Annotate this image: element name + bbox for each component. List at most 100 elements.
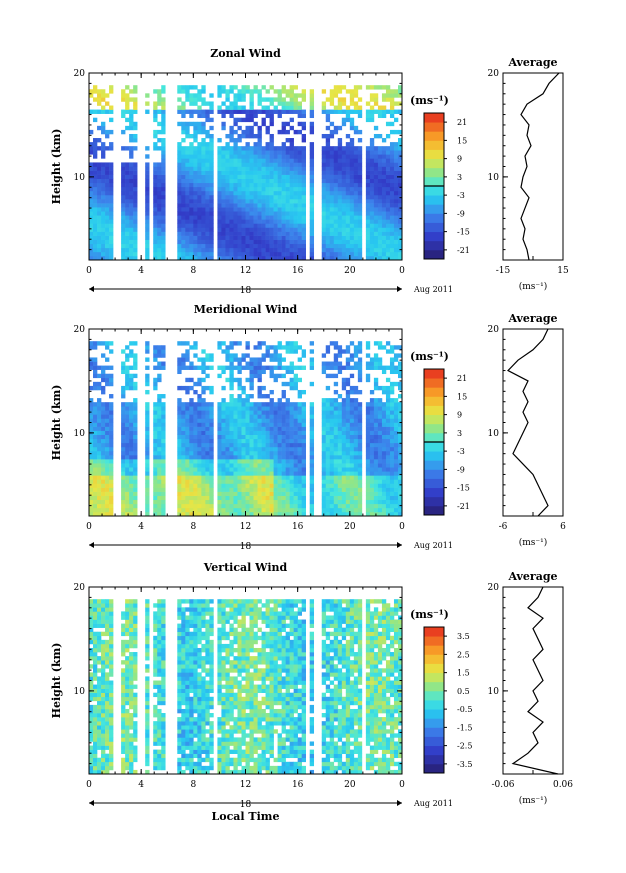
colorbar-segment — [424, 709, 444, 719]
profile-frame — [502, 328, 564, 517]
colorbar-tick-label: -2.5 — [457, 742, 472, 751]
colorbar-tick-label: -15 — [457, 228, 470, 237]
profile-line — [520, 72, 560, 261]
colorbar-segment — [424, 636, 444, 646]
colorbar-frame — [423, 626, 445, 774]
colorbar-tick-label: 3 — [457, 173, 462, 182]
colorbar-segment — [424, 432, 444, 443]
colorbar-tick-label: -21 — [457, 246, 470, 255]
colorbar-segment — [424, 700, 444, 710]
colorbar-segment — [424, 176, 444, 187]
colorbar-tick-label: 0.5 — [457, 687, 470, 696]
colorbar-segment — [424, 158, 444, 169]
colorbar-segment — [424, 645, 444, 655]
colorbar-segment — [424, 763, 444, 774]
profile-y-tick-label: 20 — [488, 325, 500, 335]
colorbar-segment — [424, 718, 444, 728]
profile-title: Average — [507, 312, 557, 325]
profile-x-tick-label: -6 — [499, 522, 508, 532]
colorbar-segment — [424, 690, 444, 701]
x-tick-label: 8 — [190, 522, 196, 532]
day-bar-arrow — [397, 286, 402, 292]
x-tick-label: 20 — [344, 266, 356, 276]
colorbar-unit: (ms⁻¹) — [410, 608, 449, 621]
profile-title: Average — [507, 56, 557, 69]
y-axis-label: Height (km) — [50, 385, 63, 461]
x-tick-label: 16 — [292, 780, 304, 790]
y-tick-label: 10 — [74, 429, 86, 439]
colorbar-segment — [424, 469, 444, 479]
colorbar-tick-label: -3.5 — [457, 760, 472, 769]
colorbar-segment — [424, 195, 444, 205]
colorbar-segment — [424, 487, 444, 498]
colorbar-segment — [424, 122, 444, 132]
colorbar-tick-label: -3 — [457, 191, 465, 200]
profile-x-label: (ms⁻¹) — [519, 795, 548, 806]
colorbar-segment — [424, 423, 444, 434]
colorbar-tick-label: -15 — [457, 484, 470, 493]
y-axis-label: Height (km) — [50, 129, 63, 205]
x-tick-label: 8 — [190, 780, 196, 790]
profile-title: Average — [507, 570, 557, 583]
colorbar-segment — [424, 414, 444, 425]
x-axis-label: Local Time — [212, 810, 280, 823]
day-label: 18 — [240, 800, 252, 810]
colorbar-segment — [424, 213, 444, 223]
colorbar-segment — [424, 140, 444, 150]
colorbar-segment — [424, 754, 444, 765]
colorbar-segment — [424, 654, 444, 664]
panel-title: Meridional Wind — [194, 303, 298, 316]
profile-line — [511, 586, 559, 775]
profile-frame — [502, 72, 564, 261]
colorbar-tick-label: 21 — [457, 118, 467, 127]
x-tick-label: 20 — [344, 522, 356, 532]
profile-x-label: (ms⁻¹) — [519, 537, 548, 548]
colorbar-unit: (ms⁻¹) — [410, 350, 449, 363]
panel-2: Meridional Wind 0 4 8 12 16 20 0 10 20 Height (km)… — [50, 303, 566, 552]
colorbar-tick-label: -1.5 — [457, 723, 472, 732]
colorbar-tick-label: -9 — [457, 209, 465, 218]
day-label: 18 — [240, 286, 252, 296]
day-bar-arrow — [89, 286, 94, 292]
colorbar-segment — [424, 460, 444, 470]
x-tick-label: 16 — [292, 522, 304, 532]
profile-x-tick-label: 6 — [560, 522, 566, 532]
y-tick-label: 10 — [74, 687, 86, 697]
heatmap-field — [89, 85, 403, 261]
colorbar-segment — [424, 231, 444, 242]
heatmap-field — [89, 599, 403, 775]
profile-line — [507, 328, 549, 517]
colorbar-segment — [424, 663, 444, 674]
colorbar-segment — [424, 405, 444, 416]
date-label: Aug 2011 — [413, 799, 453, 808]
profile-x-tick-label: 15 — [557, 266, 569, 276]
colorbar-segment — [424, 113, 444, 123]
x-tick-label: 20 — [344, 780, 356, 790]
x-tick-label: 12 — [240, 522, 251, 532]
colorbar-segment — [424, 149, 444, 160]
profile-x-label: (ms⁻¹) — [519, 281, 548, 292]
x-tick-label: 0 — [399, 522, 405, 532]
day-bar-arrow — [397, 800, 402, 806]
x-tick-label: 0 — [86, 522, 92, 532]
profile-x-tick-label: -15 — [496, 266, 511, 276]
colorbar-segment — [424, 442, 444, 452]
colorbar-segment — [424, 204, 444, 214]
profile-y-tick-label: 20 — [488, 69, 500, 79]
colorbar-tick-label: 15 — [457, 136, 467, 145]
date-label: Aug 2011 — [413, 541, 453, 550]
profile-y-tick-label: 10 — [488, 429, 500, 439]
x-tick-label: 4 — [138, 522, 144, 532]
colorbar-tick-label: -9 — [457, 465, 465, 474]
day-bar-arrow — [89, 800, 94, 806]
profile-x-tick-label: 0.06 — [553, 780, 573, 790]
colorbar-segment — [424, 736, 444, 747]
day-bar-arrow — [397, 542, 402, 548]
day-label: 18 — [240, 542, 252, 552]
panel-1: Zonal Wind 0 4 8 12 16 20 0 10 20 Height (km) 18 Aug… — [50, 47, 569, 296]
colorbar-tick-label: 3 — [457, 429, 462, 438]
colorbar-segment — [424, 222, 444, 233]
colorbar-tick-label: -3 — [457, 447, 465, 456]
colorbar-segment — [424, 478, 444, 489]
